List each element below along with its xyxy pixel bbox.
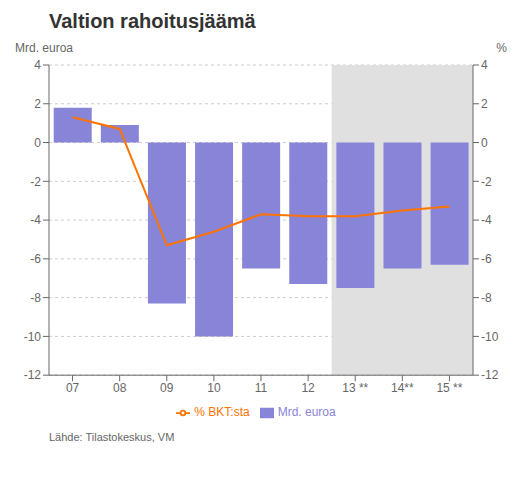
svg-text:-6: -6 [30,252,41,266]
svg-text:-12: -12 [24,368,42,382]
svg-text:14**: 14** [391,381,414,395]
html-text:Mrd. euroa: Mrd. euroa [15,41,73,55]
svg-text:-8: -8 [481,291,492,305]
svg-text:-8: -8 [30,291,41,305]
svg-text:4: 4 [34,58,41,72]
svg-text:2: 2 [481,97,488,111]
html-text:Mrd. euroa: Mrd. euroa [277,405,336,420]
svg-text:-6: -6 [481,252,492,266]
svg-text:11: 11 [255,381,268,395]
svg-text:09: 09 [160,381,174,395]
html-text:% BKT:sta: % BKT:sta [194,405,250,420]
svg-text:10: 10 [207,381,221,395]
svg-text:15 **: 15 ** [436,381,462,395]
svg-text:0: 0 [481,136,488,150]
svg-text:12: 12 [301,381,315,395]
svg-text:07: 07 [66,381,80,395]
svg-text:-4: -4 [481,213,492,227]
svg-text:4: 4 [481,58,488,72]
html-text:Valtion rahoitusjäämä: Valtion rahoitusjäämä [49,10,256,32]
svg-text:-2: -2 [30,175,41,189]
svg-text:13 **: 13 ** [342,381,368,395]
svg-text:-2: -2 [481,175,492,189]
html-text:Lähde: Tilastokeskus, VM: Lähde: Tilastokeskus, VM [49,431,175,443]
svg-text:-10: -10 [24,330,42,344]
svg-text:-4: -4 [30,213,41,227]
svg-text:-12: -12 [481,368,499,382]
svg-text:08: 08 [113,381,127,395]
svg-text:0: 0 [34,136,41,150]
svg-text:-10: -10 [481,330,499,344]
svg-text:2: 2 [34,97,41,111]
